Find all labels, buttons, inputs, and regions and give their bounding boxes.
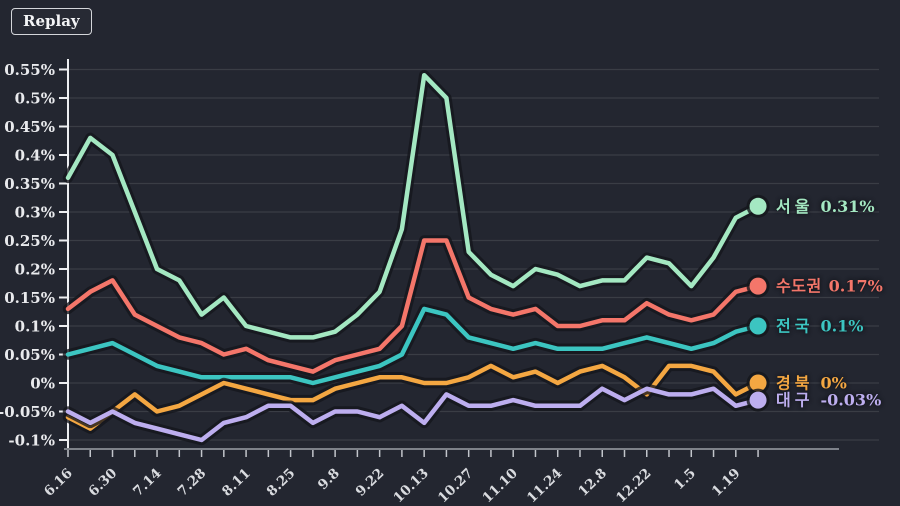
legend-metro: 수도권 0.17%: [776, 277, 883, 296]
x-tick-label: 10.27: [435, 465, 477, 506]
marker-seoul: [749, 197, 767, 215]
line-metro: [65, 238, 761, 374]
y-tick-label: 0.05%: [4, 346, 55, 364]
x-tick-label: 10.13: [390, 465, 432, 506]
x-tick-label: 1.5: [671, 465, 699, 493]
line-national: [65, 306, 761, 386]
x-tick-label: 7.28: [175, 465, 210, 499]
x-tick-label: 1.19: [709, 465, 744, 499]
y-tick-label: -0.1%: [8, 432, 55, 450]
y-tick-label: 0.1%: [15, 318, 55, 336]
y-tick-label: 0.45%: [4, 118, 55, 136]
y-tick-label: 0.15%: [4, 289, 55, 307]
y-tick-label: 0%: [30, 375, 55, 393]
marker-daegu: [749, 391, 767, 409]
x-tick-label: 9.8: [315, 465, 343, 493]
y-tick-label: 0.3%: [15, 204, 55, 222]
marker-gyeongbuk: [749, 374, 767, 392]
x-tick-label: 12.8: [575, 465, 610, 499]
legend-national: 전국 0.1%: [776, 317, 864, 336]
legend-seoul: 서울 0.31%: [776, 197, 875, 216]
x-tick-label: 8.11: [219, 465, 254, 499]
x-tick-label: 7.14: [130, 465, 165, 499]
replay-button[interactable]: Replay: [11, 8, 92, 35]
y-axis: 0.55% 0.5% 0.45% 0.4% 0.35% 0.3% 0.25% 0.2% 0.15…: [0, 59, 69, 450]
x-tick-label: 12.22: [613, 465, 655, 506]
marker-metro: [749, 277, 767, 295]
gridlines: [68, 68, 879, 441]
line-daegu: [65, 386, 761, 443]
y-tick-label: 0.2%: [15, 261, 55, 279]
x-tick-label: 6.30: [86, 465, 121, 499]
x-tick-label: 9.22: [353, 465, 388, 499]
x-tick-label: 6.16: [41, 465, 76, 499]
marker-national: [749, 317, 767, 335]
line-seoul: [65, 72, 761, 340]
legend-gyeongbuk: 경북 0%: [776, 374, 847, 393]
y-tick-label: 0.5%: [15, 90, 55, 108]
y-tick-label: 0.35%: [4, 175, 55, 193]
y-tick-label: 0.4%: [15, 147, 55, 165]
y-tick-label: -0.05%: [0, 403, 55, 421]
y-tick-label: 0.55%: [4, 61, 55, 79]
x-tick-label: 11.24: [524, 465, 566, 506]
legend-daegu: 대구 -0.03%: [776, 391, 881, 410]
x-tick-label: 8.25: [264, 465, 299, 499]
y-tick-label: 0.25%: [4, 232, 55, 250]
x-axis: 6.16 6.30 7.14 7.28 8.11 8.25 9.8 9.22 10.13 10.2…: [41, 448, 839, 506]
x-tick-label: 11.10: [479, 465, 521, 506]
